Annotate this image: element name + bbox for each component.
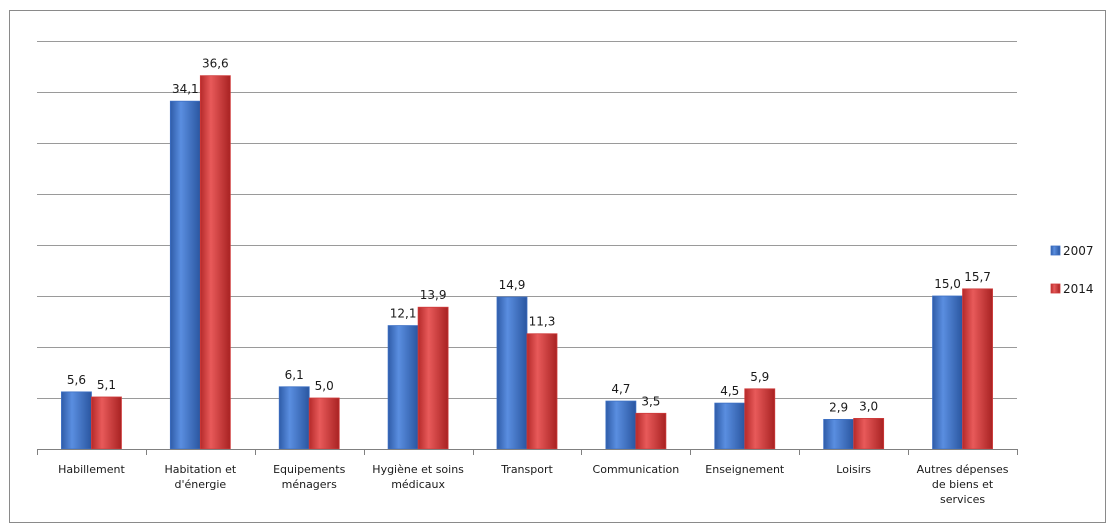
bar-2014-6	[744, 388, 776, 450]
value-label-2014-0: 5,1	[97, 378, 116, 392]
bar-2014-3	[417, 306, 449, 450]
legend: 2007 2014	[1050, 244, 1094, 296]
legend-swatch-2014	[1050, 283, 1061, 294]
bar-2007-8	[932, 295, 963, 450]
value-label-2014-7: 3,0	[859, 399, 878, 413]
bar-2007-7	[823, 419, 855, 450]
bar-2007-0	[61, 391, 92, 450]
bar-2014-8	[962, 288, 993, 450]
value-label-2007-7: 2,9	[829, 400, 848, 414]
bar-2014-7	[853, 417, 885, 450]
value-label-2007-2: 6,1	[285, 368, 304, 382]
bar-2014-5	[635, 412, 667, 450]
legend-swatch-2007	[1050, 245, 1061, 256]
value-label-2014-6: 5,9	[750, 370, 769, 384]
bars	[61, 75, 993, 450]
value-label-2014-5: 3,5	[641, 394, 660, 408]
bar-2014-4	[526, 333, 558, 450]
value-labels: 5,6 5,1 34,136,6 6,1 5,0 12,113,9 14,9 11,3 4,7 3…	[67, 57, 991, 415]
category-label-8-1: de biens et	[932, 478, 994, 491]
category-label-7-0: Loisirs	[836, 463, 871, 476]
category-label-0-0: Habillement	[58, 463, 125, 476]
value-label-2007-5: 4,7	[611, 382, 630, 396]
category-label-2-1: ménagers	[282, 478, 337, 491]
legend-label-2007: 2007	[1063, 244, 1094, 258]
chart-frame: 5,6 5,1 34,1 36,6 6,1 5,0 12,1 13,9 14,9 11,3 4,7 3…	[9, 10, 1106, 523]
category-label-1-0: Habitation et	[164, 463, 236, 476]
category-label-3-1: médicaux	[391, 478, 445, 491]
bar-2014-1	[199, 75, 231, 450]
bar-2007-3	[387, 325, 419, 450]
value-label-2007-0: 5,6	[67, 373, 86, 387]
value-label-2014-3: 13,9	[420, 288, 447, 302]
category-label-8-2: services	[940, 493, 985, 506]
bar-2007-1	[169, 100, 201, 450]
bar-2007-4	[496, 296, 528, 450]
category-label-3-0: Hygiène et soins	[372, 463, 464, 476]
bar-chart: 5,6 5,1 34,136,6 6,1 5,0 12,113,9 14,9 11,3 4,7 3…	[37, 41, 1094, 506]
category-label-6-0: Enseignement	[705, 463, 785, 476]
bar-2007-5	[605, 400, 637, 450]
bar-2007-6	[714, 402, 746, 450]
x-axis: Habillement Habitation et d'énergie Equipem…	[37, 449, 1018, 506]
value-label-2014-8: 15,7	[964, 270, 991, 284]
legend-label-2014: 2014	[1063, 282, 1094, 296]
bar-2014-2	[308, 397, 340, 450]
value-label-2014-2: 5,0	[315, 379, 334, 393]
bar-2014-0	[91, 396, 122, 450]
value-label-2007-4: 14,9	[499, 278, 526, 292]
value-label-2007-8: 15,0	[934, 277, 961, 291]
bar-2007-2	[278, 386, 310, 450]
value-label-2007-3: 12,1	[390, 307, 417, 321]
value-label-2014-1: 36,6	[202, 57, 229, 71]
category-label-8-0: Autres dépenses	[917, 463, 1009, 476]
category-label-1-1: d'énergie	[175, 478, 227, 491]
category-label-2-0: Equipements	[273, 463, 345, 476]
category-label-5-0: Communication	[593, 463, 680, 476]
value-label-2007-6: 4,5	[720, 384, 739, 398]
category-label-4-0: Transport	[500, 463, 553, 476]
value-label-2014-4: 11,3	[529, 315, 556, 329]
value-label-2007-1: 34,1	[172, 82, 199, 96]
